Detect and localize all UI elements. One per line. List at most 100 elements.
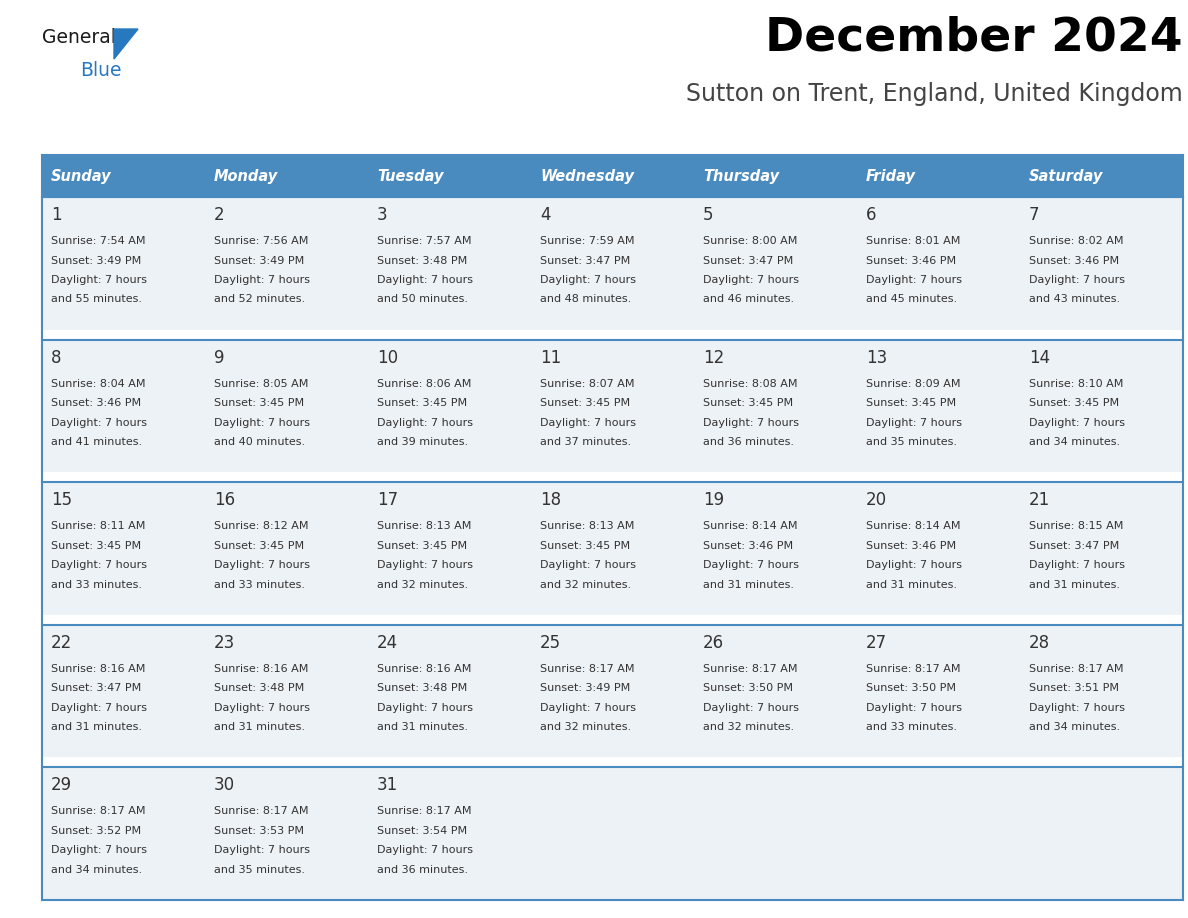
Text: 29: 29 — [51, 777, 72, 794]
Text: Daylight: 7 hours: Daylight: 7 hours — [541, 703, 636, 712]
Text: Daylight: 7 hours: Daylight: 7 hours — [377, 418, 473, 428]
Text: Sunset: 3:46 PM: Sunset: 3:46 PM — [703, 541, 794, 551]
Text: 27: 27 — [866, 633, 887, 652]
Text: 3: 3 — [377, 206, 387, 224]
Text: and 48 minutes.: and 48 minutes. — [541, 295, 631, 305]
Text: Thursday: Thursday — [703, 169, 779, 184]
Text: and 35 minutes.: and 35 minutes. — [214, 865, 305, 875]
Text: Sunset: 3:45 PM: Sunset: 3:45 PM — [1029, 398, 1119, 409]
Text: Sunrise: 8:10 AM: Sunrise: 8:10 AM — [1029, 378, 1124, 388]
Text: Sunrise: 7:56 AM: Sunrise: 7:56 AM — [214, 236, 309, 246]
Text: and 34 minutes.: and 34 minutes. — [1029, 437, 1120, 447]
Text: Monday: Monday — [214, 169, 278, 184]
Text: 8: 8 — [51, 349, 62, 366]
Text: and 50 minutes.: and 50 minutes. — [377, 295, 468, 305]
Text: Daylight: 7 hours: Daylight: 7 hours — [51, 560, 147, 570]
Text: 25: 25 — [541, 633, 561, 652]
Text: Daylight: 7 hours: Daylight: 7 hours — [1029, 275, 1125, 285]
Text: Daylight: 7 hours: Daylight: 7 hours — [541, 275, 636, 285]
Text: Sunrise: 8:17 AM: Sunrise: 8:17 AM — [866, 664, 961, 674]
Text: Sunset: 3:48 PM: Sunset: 3:48 PM — [377, 255, 467, 265]
Text: and 39 minutes.: and 39 minutes. — [377, 437, 468, 447]
Text: Friday: Friday — [866, 169, 916, 184]
Text: 7: 7 — [1029, 206, 1040, 224]
Text: Sunday: Sunday — [51, 169, 112, 184]
Text: 11: 11 — [541, 349, 561, 366]
Text: and 33 minutes.: and 33 minutes. — [866, 722, 958, 733]
Text: and 41 minutes.: and 41 minutes. — [51, 437, 143, 447]
Text: and 31 minutes.: and 31 minutes. — [377, 722, 468, 733]
Text: Sunrise: 8:00 AM: Sunrise: 8:00 AM — [703, 236, 797, 246]
Bar — [1020, 155, 1183, 197]
Text: Sunset: 3:48 PM: Sunset: 3:48 PM — [214, 683, 304, 693]
Text: 28: 28 — [1029, 633, 1050, 652]
Text: Sunset: 3:49 PM: Sunset: 3:49 PM — [541, 683, 631, 693]
Text: Daylight: 7 hours: Daylight: 7 hours — [866, 275, 962, 285]
Text: Sunset: 3:47 PM: Sunset: 3:47 PM — [1029, 541, 1119, 551]
Text: Sunset: 3:48 PM: Sunset: 3:48 PM — [377, 683, 467, 693]
Text: Daylight: 7 hours: Daylight: 7 hours — [214, 418, 310, 428]
Bar — [42, 197, 1183, 330]
Text: Sunset: 3:47 PM: Sunset: 3:47 PM — [51, 683, 141, 693]
Text: Daylight: 7 hours: Daylight: 7 hours — [703, 560, 800, 570]
Text: Sunset: 3:47 PM: Sunset: 3:47 PM — [703, 255, 794, 265]
Text: and 31 minutes.: and 31 minutes. — [1029, 579, 1120, 589]
Text: Sunrise: 8:14 AM: Sunrise: 8:14 AM — [866, 521, 961, 532]
Text: Daylight: 7 hours: Daylight: 7 hours — [377, 275, 473, 285]
Text: Sunset: 3:45 PM: Sunset: 3:45 PM — [377, 541, 467, 551]
Text: and 32 minutes.: and 32 minutes. — [541, 579, 631, 589]
Text: Sunset: 3:53 PM: Sunset: 3:53 PM — [214, 826, 304, 836]
Text: Daylight: 7 hours: Daylight: 7 hours — [703, 418, 800, 428]
Text: 16: 16 — [214, 491, 235, 509]
Text: Sunrise: 8:06 AM: Sunrise: 8:06 AM — [377, 378, 472, 388]
Text: Daylight: 7 hours: Daylight: 7 hours — [1029, 703, 1125, 712]
Text: Daylight: 7 hours: Daylight: 7 hours — [377, 560, 473, 570]
Text: and 34 minutes.: and 34 minutes. — [1029, 722, 1120, 733]
Text: Sunset: 3:49 PM: Sunset: 3:49 PM — [51, 255, 141, 265]
Text: Sunset: 3:46 PM: Sunset: 3:46 PM — [866, 255, 956, 265]
Text: and 52 minutes.: and 52 minutes. — [214, 295, 305, 305]
Text: Daylight: 7 hours: Daylight: 7 hours — [703, 275, 800, 285]
Text: 10: 10 — [377, 349, 398, 366]
Text: Sunrise: 8:16 AM: Sunrise: 8:16 AM — [214, 664, 309, 674]
Text: 31: 31 — [377, 777, 398, 794]
Bar — [206, 155, 368, 197]
Text: Sunset: 3:50 PM: Sunset: 3:50 PM — [703, 683, 794, 693]
Text: and 35 minutes.: and 35 minutes. — [866, 437, 958, 447]
Text: 17: 17 — [377, 491, 398, 509]
Text: Sunrise: 8:17 AM: Sunrise: 8:17 AM — [377, 806, 472, 816]
Text: Sunrise: 8:17 AM: Sunrise: 8:17 AM — [51, 806, 145, 816]
Text: Sunset: 3:46 PM: Sunset: 3:46 PM — [1029, 255, 1119, 265]
Text: Daylight: 7 hours: Daylight: 7 hours — [1029, 418, 1125, 428]
Text: and 31 minutes.: and 31 minutes. — [51, 722, 143, 733]
Text: Sunrise: 8:15 AM: Sunrise: 8:15 AM — [1029, 521, 1124, 532]
Text: 21: 21 — [1029, 491, 1050, 509]
Text: Sunset: 3:47 PM: Sunset: 3:47 PM — [541, 255, 631, 265]
Text: Daylight: 7 hours: Daylight: 7 hours — [377, 703, 473, 712]
Text: Sunset: 3:49 PM: Sunset: 3:49 PM — [214, 255, 304, 265]
Text: Sunset: 3:45 PM: Sunset: 3:45 PM — [214, 398, 304, 409]
Bar — [694, 155, 857, 197]
Text: Sunrise: 8:07 AM: Sunrise: 8:07 AM — [541, 378, 634, 388]
Bar — [857, 155, 1020, 197]
Text: Daylight: 7 hours: Daylight: 7 hours — [377, 845, 473, 856]
Text: Sunrise: 8:16 AM: Sunrise: 8:16 AM — [51, 664, 145, 674]
Text: Sunrise: 8:01 AM: Sunrise: 8:01 AM — [866, 236, 960, 246]
Text: 22: 22 — [51, 633, 72, 652]
Text: and 32 minutes.: and 32 minutes. — [703, 722, 794, 733]
Text: Sunrise: 8:02 AM: Sunrise: 8:02 AM — [1029, 236, 1124, 246]
Text: 26: 26 — [703, 633, 725, 652]
Text: Saturday: Saturday — [1029, 169, 1104, 184]
Text: Sunset: 3:50 PM: Sunset: 3:50 PM — [866, 683, 956, 693]
Text: Daylight: 7 hours: Daylight: 7 hours — [541, 560, 636, 570]
Text: Sunset: 3:46 PM: Sunset: 3:46 PM — [866, 541, 956, 551]
Text: Daylight: 7 hours: Daylight: 7 hours — [866, 703, 962, 712]
Text: 13: 13 — [866, 349, 887, 366]
Text: Daylight: 7 hours: Daylight: 7 hours — [703, 703, 800, 712]
Text: Sunrise: 8:08 AM: Sunrise: 8:08 AM — [703, 378, 797, 388]
Text: Sunset: 3:45 PM: Sunset: 3:45 PM — [377, 398, 467, 409]
Text: Daylight: 7 hours: Daylight: 7 hours — [51, 275, 147, 285]
Text: 19: 19 — [703, 491, 725, 509]
Text: Sunrise: 8:12 AM: Sunrise: 8:12 AM — [214, 521, 309, 532]
Text: Daylight: 7 hours: Daylight: 7 hours — [1029, 560, 1125, 570]
